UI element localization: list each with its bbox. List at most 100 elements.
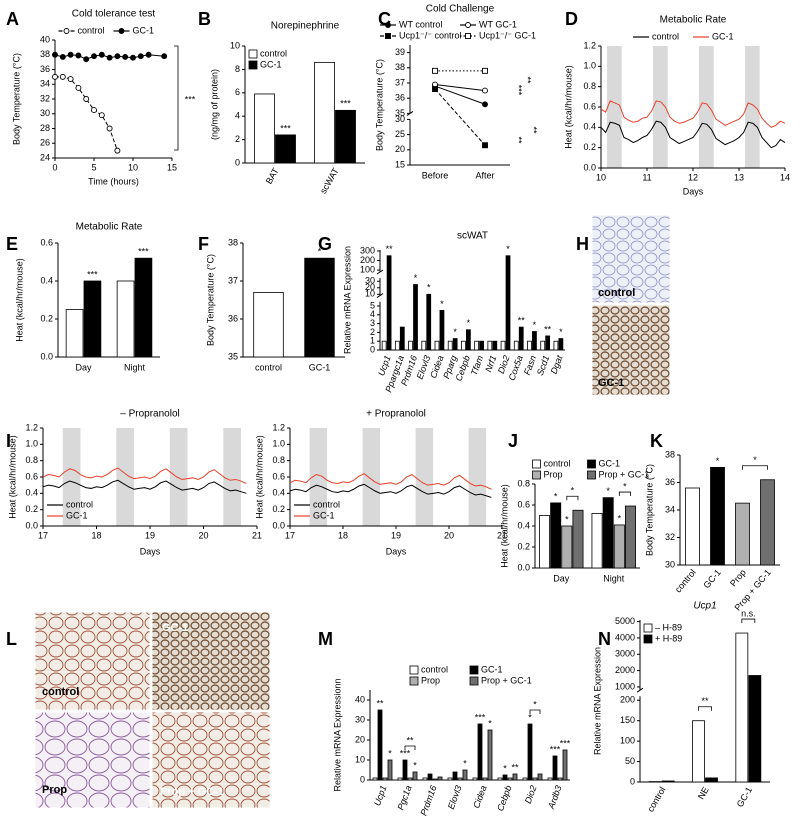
y-tick-label: 0.8 [517,478,530,488]
x-tick-label: 17 [38,530,48,540]
micrograph [151,711,271,809]
x-tick-label: Dio2 [523,784,539,805]
x-tick-label: Dgat [549,354,565,376]
bar [492,340,498,351]
legend-label: control [260,48,287,58]
y-tick-label: 2 [370,327,375,337]
bar [735,502,750,566]
annotation: ** [529,126,539,134]
y-axis-label: Heat (kcal/hr/mouse) [7,435,17,519]
legend-swatch [469,676,479,686]
x-tick-label: scWAT [318,166,341,196]
x-tick-label: Cidea [471,784,488,810]
y-tick-label: 0.2 [517,541,530,551]
bar [558,338,564,351]
night-band [652,46,668,168]
bar [275,134,296,164]
panel-letter: D [565,9,578,29]
point [122,54,129,60]
y-tick-label: 5000 [615,616,635,626]
line [289,483,492,498]
bracket-label: ** [701,696,709,706]
y-tick-label: 1.0 [272,439,285,449]
line [42,467,247,484]
y-tick-label: 32 [40,93,50,103]
image-caption: GC-1 [162,622,188,634]
y-tick-label: 0.0 [517,562,530,572]
x-tick-label: Day [75,362,92,372]
bar [394,340,400,351]
line [289,473,492,490]
significance: * [413,760,417,770]
bar [381,340,387,351]
x-axis-label: Days [140,546,161,556]
x-axis-label: Days [386,546,407,556]
bracket [698,706,712,711]
significance: * [453,327,457,337]
point [432,67,438,74]
line [434,88,486,146]
y-tick-label: 32 [665,532,675,542]
bar [561,525,573,569]
y-tick-label: 0.8 [583,81,596,91]
significance: *** [560,738,571,748]
y-tick-label: 0.0 [583,162,596,172]
bar [545,335,551,351]
chart-title: Ucp1 [693,601,716,612]
y-tick-label: 1.0 [25,439,38,449]
panel-letter: K [650,431,663,451]
y-tick-label: 38 [395,62,405,72]
x-tick-label: 17 [285,530,295,540]
micrograph [34,611,151,711]
significance: *** [400,748,411,758]
point [145,51,152,58]
y-tick-label: 0.4 [272,488,285,498]
significance: * [506,244,510,254]
x-tick-label: control [673,567,698,594]
legend-label: control [78,25,105,35]
chart-title: Cold Challenge [426,4,495,15]
bar [518,326,524,351]
y-tick-label: 5 [370,300,375,310]
legend-marker [63,28,70,34]
point [59,73,66,80]
bracket [741,618,756,624]
bar [474,340,480,351]
bar [427,773,433,781]
bar [487,729,493,781]
y-tick-label: 36 [228,313,238,323]
significance: ** [518,315,526,325]
bar [402,759,408,781]
significance: ** [376,698,384,708]
chart-title: Cold tolerance test [72,9,156,20]
bar [539,515,550,569]
annotation: ** [523,76,533,84]
line [42,479,247,494]
x-tick-label: GC-1 [735,785,754,809]
bar [685,487,700,566]
bar [502,774,508,781]
y-tick-label: 0.8 [25,455,38,465]
y-tick-label: 0.2 [40,313,53,323]
night-band [468,428,487,526]
legend-swatch [643,623,653,633]
legend-label: WT control [399,19,442,29]
y-tick-label: 30 [665,559,675,569]
x-tick-label: 20 [444,530,454,540]
legend-label: GC-1 [599,458,621,468]
y-tick-label: 0.4 [583,122,596,132]
bar [477,723,483,781]
y-tick-label: 0 [235,157,240,167]
significance: * [488,718,492,728]
legend-marker [465,22,471,28]
point [91,53,97,60]
panel-letter: G [318,234,332,254]
legend-swatch [409,676,419,686]
y-tick-label: 0.6 [40,237,53,247]
y-tick-label: 4000 [615,632,635,642]
y-tick-label: 10 [230,40,240,50]
bar [497,777,503,781]
legend-swatch [643,634,653,644]
legend-label: Prop + GC-1 [481,675,532,685]
